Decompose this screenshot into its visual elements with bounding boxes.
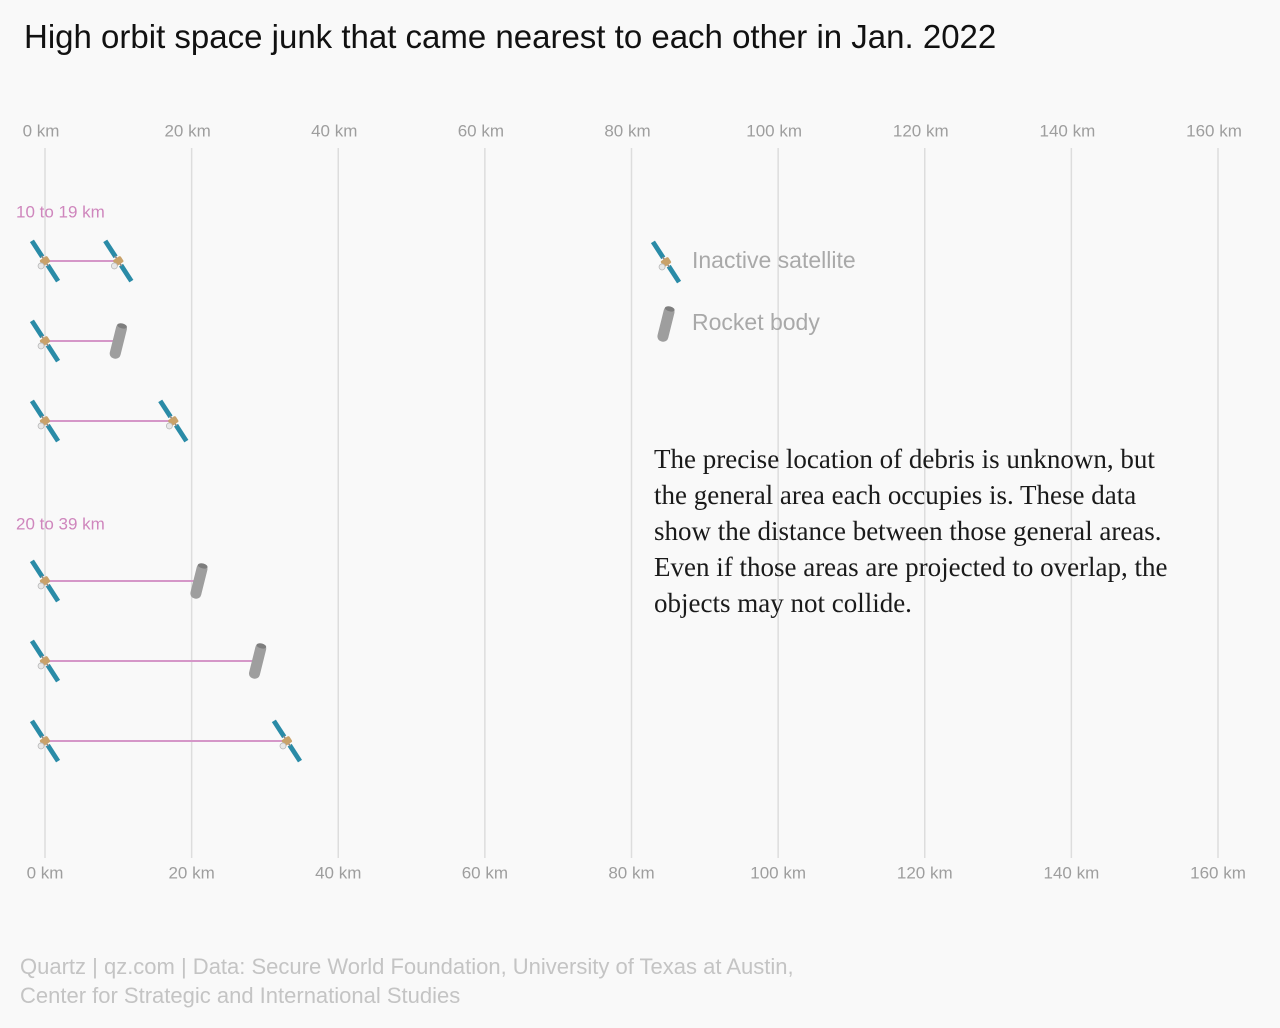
source-line-2: Center for Strategic and International S… [20, 983, 461, 1008]
source-line-1: Quartz | qz.com | Data: Secure World Fou… [20, 954, 794, 979]
top-tick-label: 20 km [164, 121, 210, 140]
bottom-tick-label: 60 km [462, 863, 508, 882]
top-tick-label: 60 km [458, 121, 504, 140]
distance-pair [29, 559, 208, 603]
satellite-icon [29, 559, 61, 603]
distance-pair [29, 239, 134, 283]
bottom-tick-label: 0 km [27, 863, 64, 882]
bottom-tick-label: 160 km [1190, 863, 1246, 882]
legend-label: Inactive satellite [692, 247, 856, 273]
data-marks: 10 to 19 km 20 to 39 km [16, 202, 303, 763]
bottom-axis: 0 km 20 km 40 km 60 km 80 km 100 km 120 km 140 … [27, 863, 1246, 882]
top-tick-label: 100 km [746, 121, 802, 140]
top-tick-label: 40 km [311, 121, 357, 140]
satellite-icon [29, 239, 61, 283]
satellite-icon [29, 719, 61, 763]
top-tick-label: 140 km [1040, 121, 1096, 140]
satellite-icon [29, 639, 61, 683]
rocket-body-icon [190, 563, 208, 599]
distance-pair [29, 719, 303, 763]
distance-pair [29, 319, 127, 363]
annotation-line: the general area each occupies is. These… [654, 480, 1136, 510]
annotation: The precise location of debris is unknow… [654, 444, 1168, 618]
top-tick-label: 120 km [893, 121, 949, 140]
distance-pair [29, 399, 189, 443]
bottom-tick-label: 120 km [897, 863, 953, 882]
legend-item: Rocket body [657, 306, 820, 342]
rocket-body-icon [248, 643, 267, 679]
top-tick-label: 80 km [604, 121, 650, 140]
distance-pair [29, 639, 267, 683]
satellite-icon [29, 399, 61, 443]
satellite-icon [271, 719, 303, 763]
chart-title: High orbit space junk that came nearest … [24, 18, 997, 55]
satellite-icon [650, 240, 682, 284]
annotation-line: show the distance between those general … [654, 516, 1162, 546]
bottom-tick-label: 40 km [315, 863, 361, 882]
bottom-tick-label: 140 km [1044, 863, 1100, 882]
satellite-icon [103, 239, 134, 283]
bottom-tick-label: 80 km [608, 863, 654, 882]
top-tick-label: 0 km [23, 121, 60, 140]
top-axis: 0 km 20 km 40 km 60 km 80 km 100 km 120 km 140 … [23, 121, 1242, 140]
source-footer: Quartz | qz.com | Data: Secure World Fou… [20, 952, 794, 1010]
rocket-body-icon [109, 323, 127, 359]
annotation-line: Even if those areas are projected to ove… [654, 552, 1168, 582]
group-label: 10 to 19 km [16, 202, 105, 221]
group-label: 20 to 39 km [16, 514, 105, 533]
satellite-icon [158, 399, 189, 443]
rocket-body-icon [657, 306, 675, 342]
bottom-tick-label: 20 km [168, 863, 214, 882]
legend-label: Rocket body [692, 309, 820, 335]
satellite-icon [29, 319, 61, 363]
annotation-line: objects may not collide. [654, 588, 912, 618]
gridlines [44, 148, 1219, 858]
annotation-line: The precise location of debris is unknow… [654, 444, 1155, 474]
top-tick-label: 160 km [1186, 121, 1242, 140]
legend-item: Inactive satellite [650, 240, 856, 284]
bottom-tick-label: 100 km [750, 863, 806, 882]
legend: Inactive satellite Rocket body [650, 240, 856, 342]
